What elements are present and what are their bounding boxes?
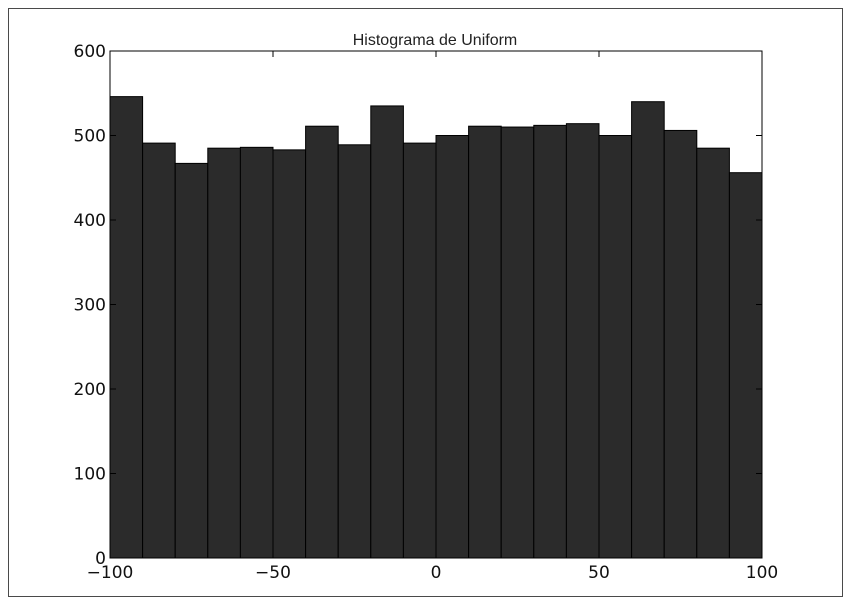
y-tick-label: 100 [74,465,106,485]
y-axis: 0 100 200 300 400 500 600 [74,42,762,569]
x-axis: −100 −50 0 50 100 [87,51,778,583]
histogram-bar [337,144,372,559]
y-tick-label: 300 [74,296,106,316]
y-tick-label: 400 [74,211,106,231]
y-tick-label: 200 [74,380,106,400]
x-tick-label: −50 [255,563,291,583]
histogram-bar [663,129,698,559]
histogram-bar [696,147,730,559]
histogram-bar [565,123,600,559]
y-tick-label: 600 [74,42,106,62]
histogram-bar [533,124,567,559]
axes-frame [109,50,763,559]
x-tick-label: −100 [87,563,134,583]
y-tick-label: 500 [74,127,106,147]
x-tick-label: 50 [588,563,610,583]
histogram-bar [305,125,339,559]
histogram-bar [370,105,404,559]
histogram-bar [207,147,241,559]
histogram-bar [239,146,274,559]
x-tick-label: 100 [746,563,778,583]
histogram-bar [500,126,535,559]
chart-title: Histograma de Uniform [353,32,518,49]
histogram-bar [142,142,176,559]
bars-group [109,96,763,559]
histogram-bar [598,135,633,559]
histogram-bar [631,101,665,559]
histogram-bar [728,172,763,559]
histogram-bar [402,142,437,559]
histogram-bar [109,96,144,559]
y-tick-label: 0 [95,549,106,569]
histogram-bar [468,125,502,559]
histogram-bar [174,162,209,559]
x-tick-label: 0 [431,563,442,583]
histogram-bar [435,135,470,559]
histogram-bar [272,149,307,559]
